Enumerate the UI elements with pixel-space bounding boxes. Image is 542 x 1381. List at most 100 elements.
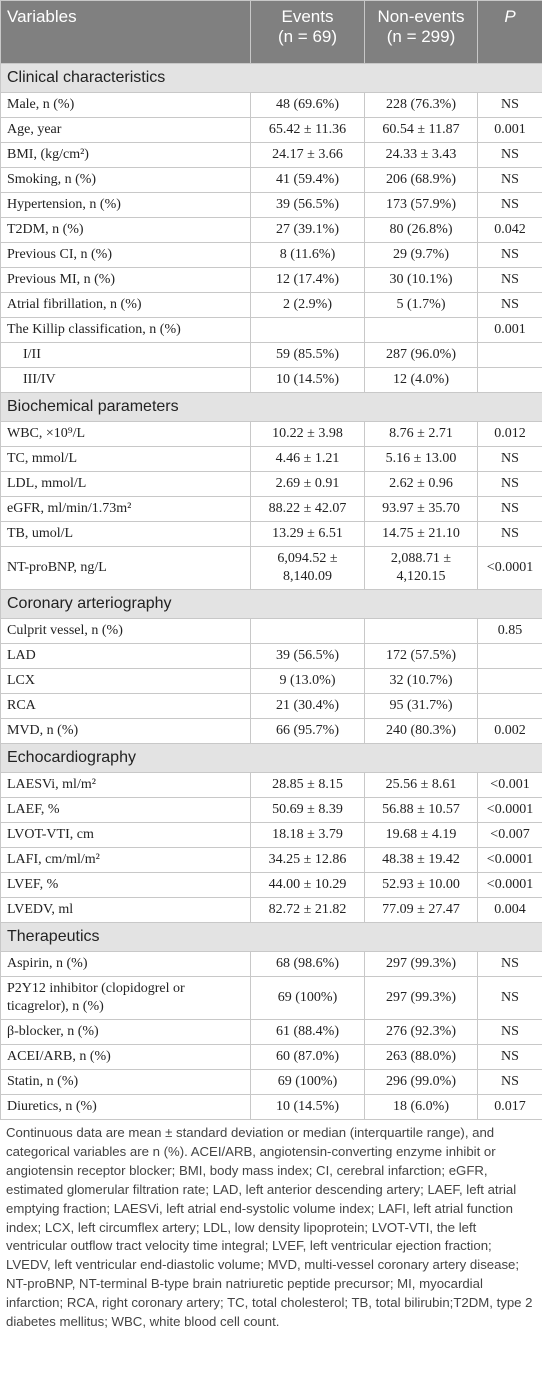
cell-value: 0.002 xyxy=(477,718,542,744)
cell-value: 56.88 ± 10.57 xyxy=(364,797,478,823)
cell-value: NS xyxy=(477,496,542,522)
cell-value: NS xyxy=(477,1019,542,1045)
cell-value: 2 (2.9%) xyxy=(250,292,365,318)
cell-value: 65.42 ± 11.36 xyxy=(250,117,365,143)
data-row: β-blocker, n (%) 61 (88.4%) 276 (92.3%) NS xyxy=(0,1019,542,1045)
cell-value: 2.62 ± 0.96 xyxy=(364,471,478,497)
data-row: Aspirin, n (%) 68 (98.6%) 297 (99.3%) NS xyxy=(0,951,542,977)
cell-value: 41 (59.4%) xyxy=(250,167,365,193)
data-row: NT-proBNP, ng/L 6,094.52 ± 8,140.09 2,088.… xyxy=(0,546,542,590)
cell-value: NS xyxy=(477,92,542,118)
cell-value: NS xyxy=(477,951,542,977)
cell-value: 59 (85.5%) xyxy=(250,342,365,368)
cell-value: 8.76 ± 2.71 xyxy=(364,421,478,447)
section-row: Coronary arteriography xyxy=(0,589,542,619)
cell-value: 10 (14.5%) xyxy=(250,367,365,393)
header-label: Events xyxy=(281,7,334,26)
row-label: LVOT-VTI, cm xyxy=(0,822,251,848)
row-label: T2DM, n (%) xyxy=(0,217,251,243)
cell-value: 228 (76.3%) xyxy=(364,92,478,118)
cell-value: NS xyxy=(477,446,542,472)
row-label: Previous MI, n (%) xyxy=(0,267,251,293)
cell-value: 61 (88.4%) xyxy=(250,1019,365,1045)
cell-value: <0.0001 xyxy=(477,546,542,590)
cell-value: 14.75 ± 21.10 xyxy=(364,521,478,547)
cell-value: 2.69 ± 0.91 xyxy=(250,471,365,497)
data-row: LAD 39 (56.5%) 172 (57.5%) xyxy=(0,643,542,669)
row-label: Statin, n (%) xyxy=(0,1069,251,1095)
data-row: Previous CI, n (%) 8 (11.6%) 29 (9.7%) NS xyxy=(0,242,542,268)
cell-value: <0.007 xyxy=(477,822,542,848)
cell-value: <0.0001 xyxy=(477,847,542,873)
cell-value: 82.72 ± 21.82 xyxy=(250,897,365,923)
cell-value: 13.29 ± 6.51 xyxy=(250,521,365,547)
cell-value: 6,094.52 ± 8,140.09 xyxy=(250,546,365,590)
row-label: RCA xyxy=(0,693,251,719)
cell-value: 263 (88.0%) xyxy=(364,1044,478,1070)
cell-value: 50.69 ± 8.39 xyxy=(250,797,365,823)
section-row: Therapeutics xyxy=(0,922,542,952)
data-row: LAESVi, ml/m² 28.85 ± 8.15 25.56 ± 8.61 <0.… xyxy=(0,772,542,798)
cell-value xyxy=(364,618,478,644)
table-header: Variables Events (n = 69) Non-events (n = 29… xyxy=(0,0,542,64)
cell-value: 12 (4.0%) xyxy=(364,367,478,393)
data-row: Age, year 65.42 ± 11.36 60.54 ± 11.87 0.001 xyxy=(0,117,542,143)
data-row: III/IV 10 (14.5%) 12 (4.0%) xyxy=(0,367,542,393)
header-label: Variables xyxy=(7,7,77,26)
cell-value: 0.012 xyxy=(477,421,542,447)
cell-value: 5.16 ± 13.00 xyxy=(364,446,478,472)
section-row: Clinical characteristics xyxy=(0,63,542,93)
row-label: LAFI, cm/ml/m² xyxy=(0,847,251,873)
cell-value: 19.68 ± 4.19 xyxy=(364,822,478,848)
cell-value: 93.97 ± 35.70 xyxy=(364,496,478,522)
data-row: Smoking, n (%) 41 (59.4%) 206 (68.9%) NS xyxy=(0,167,542,193)
cell-value: NS xyxy=(477,167,542,193)
cell-value: 52.93 ± 10.00 xyxy=(364,872,478,898)
data-row: WBC, ×10⁹/L 10.22 ± 3.98 8.76 ± 2.71 0.012 xyxy=(0,421,542,447)
row-label: LVEF, % xyxy=(0,872,251,898)
row-label: Male, n (%) xyxy=(0,92,251,118)
data-row: LVOT-VTI, cm 18.18 ± 3.79 19.68 ± 4.19 <0.0… xyxy=(0,822,542,848)
row-label: I/II xyxy=(0,342,251,368)
row-label: Culprit vessel, n (%) xyxy=(0,618,251,644)
data-row: LVEDV, ml 82.72 ± 21.82 77.09 ± 27.47 0.004 xyxy=(0,897,542,923)
header-cell: P xyxy=(477,0,542,64)
cell-value: 206 (68.9%) xyxy=(364,167,478,193)
data-row: TC, mmol/L 4.46 ± 1.21 5.16 ± 13.00 NS xyxy=(0,446,542,472)
row-label: LVEDV, ml xyxy=(0,897,251,923)
cell-value: 30 (10.1%) xyxy=(364,267,478,293)
cell-value: 18.18 ± 3.79 xyxy=(250,822,365,848)
row-label: NT-proBNP, ng/L xyxy=(0,546,251,590)
data-row: LCX 9 (13.0%) 32 (10.7%) xyxy=(0,668,542,694)
cell-value xyxy=(477,693,542,719)
cell-value: 39 (56.5%) xyxy=(250,643,365,669)
cell-value: 29 (9.7%) xyxy=(364,242,478,268)
header-row: Variables Events (n = 69) Non-events (n = 29… xyxy=(0,0,542,64)
data-row: The Killip classification, n (%) 0.001 xyxy=(0,317,542,343)
header-cell: Events (n = 69) xyxy=(250,0,365,64)
header-cell: Variables xyxy=(0,0,251,64)
cell-value: 8 (11.6%) xyxy=(250,242,365,268)
section-row: Echocardiography xyxy=(0,743,542,773)
cell-value: NS xyxy=(477,267,542,293)
row-label: eGFR, ml/min/1.73m² xyxy=(0,496,251,522)
cell-value: 48 (69.6%) xyxy=(250,92,365,118)
cell-value: 18 (6.0%) xyxy=(364,1094,478,1120)
cell-value: 5 (1.7%) xyxy=(364,292,478,318)
row-label: The Killip classification, n (%) xyxy=(0,317,251,343)
cell-value: 10.22 ± 3.98 xyxy=(250,421,365,447)
cell-value: NS xyxy=(477,471,542,497)
cell-value: <0.001 xyxy=(477,772,542,798)
header-sublabel: (n = 69) xyxy=(277,27,338,46)
cell-value: 12 (17.4%) xyxy=(250,267,365,293)
cell-value: 34.25 ± 12.86 xyxy=(250,847,365,873)
row-label: Age, year xyxy=(0,117,251,143)
data-row: Diuretics, n (%) 10 (14.5%) 18 (6.0%) 0.017 xyxy=(0,1094,542,1120)
cell-value: <0.0001 xyxy=(477,797,542,823)
cell-value: 240 (80.3%) xyxy=(364,718,478,744)
header-label: Non-events xyxy=(377,7,465,26)
row-label: WBC, ×10⁹/L xyxy=(0,421,251,447)
data-row: Hypertension, n (%) 39 (56.5%) 173 (57.9%)… xyxy=(0,192,542,218)
cell-value xyxy=(477,668,542,694)
cell-value: 69 (100%) xyxy=(250,976,365,1020)
